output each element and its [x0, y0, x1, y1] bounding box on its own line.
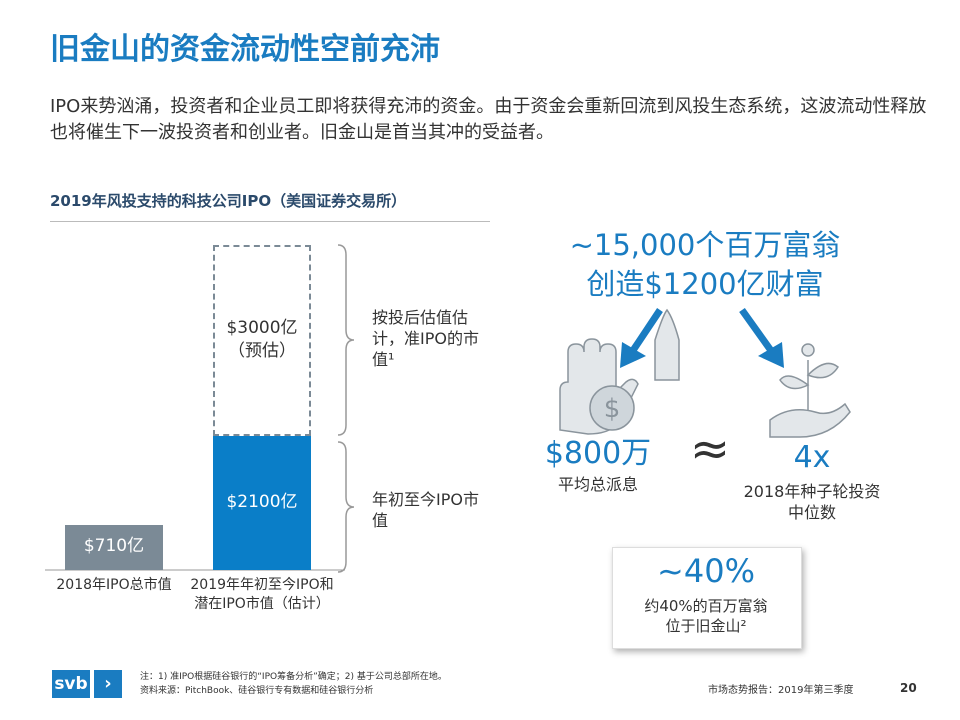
brace: [337, 244, 355, 436]
bar: [213, 436, 311, 570]
plant-icon: [769, 343, 851, 438]
value-label: $2100亿: [226, 492, 298, 513]
chart-title: 2019年风投支持的科技公司IPO（美国证券交易所）: [50, 192, 407, 210]
bar: [65, 524, 163, 570]
page-number: 20: [900, 681, 917, 695]
right-label: 2018年种子轮投资 中位数: [743, 482, 881, 522]
arrow-head: [758, 342, 784, 368]
logo-chevron: ›: [92, 670, 122, 698]
arrow: [629, 308, 663, 354]
footnotes: 注：1) 准IPO根据硅谷银行的“IPO筹备分析”确定；2) 基于公司总部所在地…: [140, 672, 447, 696]
approx: ≈: [689, 421, 731, 477]
legend-label: 按投后估值估计，准IPO的市值¹: [372, 308, 479, 369]
stat-box: [612, 547, 802, 649]
legend-label: 年初至今IPO市值: [372, 490, 479, 530]
value-label: $3000亿 （预估）: [226, 317, 298, 361]
box-label: 约40%的百万富翁 位于旧金山²: [644, 597, 768, 635]
value-label: $710亿: [83, 536, 145, 557]
arrow: [739, 307, 775, 355]
right-value: 4x: [793, 440, 831, 475]
box-value: ~40%: [657, 552, 755, 590]
left-label: 平均总派息: [557, 475, 638, 494]
brace: [337, 441, 355, 573]
arrow-head: [620, 342, 646, 368]
x-tick-label: 2019年年初至今IPO和 潜在IPO市值（估计）: [190, 577, 334, 612]
report-name: 市场态势报告：2019年第三季度: [708, 685, 854, 696]
intro: IPO来势汹涌，投资者和企业员工即将获得充沛的资金。由于资金会重新回流到风投生态…: [50, 96, 927, 144]
left-value: $800万: [544, 436, 652, 471]
divider: [50, 221, 490, 222]
logo: svb: [52, 670, 90, 698]
x-tick-label: 2018年IPO总市值: [56, 577, 172, 593]
slide-title: 旧金山的资金流动性空前充沛: [50, 32, 440, 67]
headline: ~15,000个百万富翁 创造$1200亿财富: [569, 228, 841, 302]
bar: [213, 245, 311, 437]
coin-symbol: $: [604, 394, 621, 424]
hand-icon: [559, 308, 680, 435]
